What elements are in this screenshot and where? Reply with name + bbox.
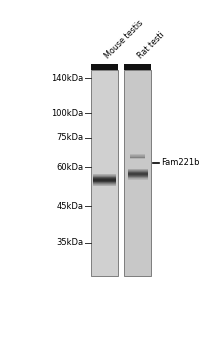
Text: 140kDa: 140kDa (51, 74, 83, 83)
Bar (91, 70, 118, 276)
Text: Fam221b: Fam221b (161, 158, 200, 167)
Text: 100kDa: 100kDa (51, 109, 83, 118)
Text: 35kDa: 35kDa (56, 238, 83, 247)
Bar (91, 64, 118, 70)
Text: Rat testi: Rat testi (136, 30, 166, 60)
Bar (124, 64, 151, 70)
Text: 45kDa: 45kDa (57, 202, 83, 211)
Text: 75kDa: 75kDa (56, 133, 83, 142)
Bar (124, 70, 151, 276)
Text: Mouse testis: Mouse testis (103, 19, 144, 60)
Text: 60kDa: 60kDa (56, 163, 83, 172)
